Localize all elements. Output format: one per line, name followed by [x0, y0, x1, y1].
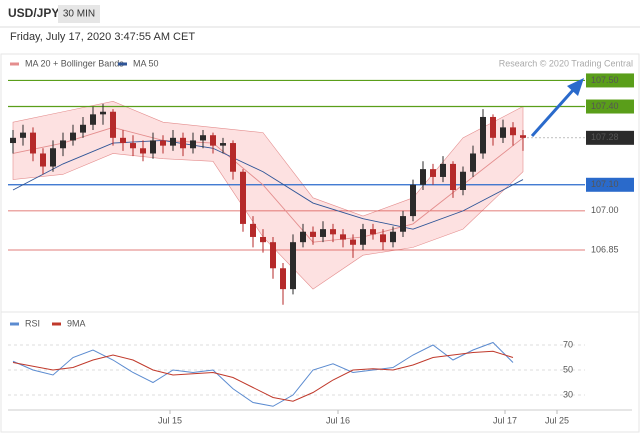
y-tick-label: 70 [563, 339, 573, 349]
candle-body [460, 171, 466, 190]
candle-body [250, 223, 256, 237]
candle-body [370, 229, 376, 235]
timeframe-badge [58, 5, 100, 23]
candle-body [320, 229, 326, 237]
candle-body [300, 231, 306, 243]
candle-body [290, 242, 296, 290]
rsi-panel [0, 311, 640, 433]
x-tick-label: Jul 17 [493, 415, 517, 425]
candle-body [230, 143, 236, 172]
level-label-box [586, 130, 634, 145]
legend-label: 9MA [67, 318, 86, 328]
level-label: 107.28 [591, 132, 619, 142]
candle-body [10, 137, 16, 144]
candle-body [150, 140, 156, 154]
arrow-shaft [530, 88, 576, 137]
level-label-box [586, 99, 634, 114]
subtitle: Friday, July 17, 2020 3:47:55 AM CET [10, 31, 195, 43]
candle-body [400, 216, 406, 232]
candle-body [420, 169, 426, 185]
plot-layer: 107.50 107.40 107.28 107.10 107.00 106.85 MA 2… [8, 58, 634, 425]
level-label: 106.85 [591, 244, 619, 254]
forecast-arrow [530, 78, 584, 137]
moving-average [12, 139, 524, 230]
candle-body [510, 127, 516, 136]
moving-average [12, 126, 524, 243]
arrow-head [567, 78, 584, 96]
candle-body [330, 229, 336, 235]
candle-body [240, 171, 246, 224]
candle-body [360, 229, 366, 245]
x-tick-label: Jul 25 [545, 415, 569, 425]
candle-body [350, 239, 356, 245]
candle-body [140, 148, 146, 154]
candle-body [450, 163, 456, 190]
y-tick-label: 50 [563, 364, 573, 374]
indicator-line [12, 350, 514, 402]
candle-body [490, 116, 496, 138]
level-label: 107.40 [591, 101, 619, 111]
chart-title: USD/JPY [8, 6, 59, 20]
candle-body [20, 132, 26, 138]
candle-body [40, 153, 46, 167]
timeframe: 30 MIN [63, 9, 95, 20]
candle-body [100, 111, 106, 115]
level-label-box [586, 177, 634, 192]
candle-body [340, 234, 346, 240]
legend-label: MA 20 + Bollinger Bands [25, 58, 124, 68]
candle-body [110, 111, 116, 138]
indicator-line [12, 341, 514, 407]
candle-body [80, 124, 86, 133]
candle-body [190, 140, 196, 149]
candle-body [380, 234, 386, 243]
candle-body [210, 135, 216, 146]
legend-label: MA 50 [133, 58, 159, 68]
candle-body [50, 148, 56, 167]
candle-body [60, 140, 66, 149]
level-label-box [586, 73, 634, 88]
candle-body [160, 140, 166, 146]
candle-body [30, 132, 36, 154]
candle-body [270, 242, 276, 269]
level-label: 107.00 [591, 205, 619, 215]
x-tick-label: Jul 16 [326, 415, 350, 425]
candle-body [410, 184, 416, 217]
candle-body [430, 169, 436, 177]
legend-label: RSI [25, 318, 40, 328]
candle-body [520, 135, 526, 138]
candle-body [470, 153, 476, 172]
y-tick-label: 30 [563, 389, 573, 399]
candle-body [500, 127, 506, 138]
x-tick-label: Jul 15 [158, 415, 182, 425]
candle-body [220, 143, 226, 146]
candle-body [280, 268, 286, 290]
candle-body [120, 137, 126, 144]
candle-body [260, 236, 266, 243]
candle-body [390, 231, 396, 243]
candle-body [480, 116, 486, 154]
candle-body [90, 114, 96, 125]
candle-body [180, 137, 186, 149]
level-label: 107.50 [591, 75, 619, 85]
level-label: 107.10 [591, 179, 619, 189]
candle-body [440, 163, 446, 177]
candle-body [310, 231, 316, 237]
candle-body [130, 143, 136, 149]
candle-body [200, 135, 206, 141]
candle-body [70, 132, 76, 141]
source: Research © 2020 Trading Central [499, 58, 633, 68]
candle-body [170, 137, 176, 146]
